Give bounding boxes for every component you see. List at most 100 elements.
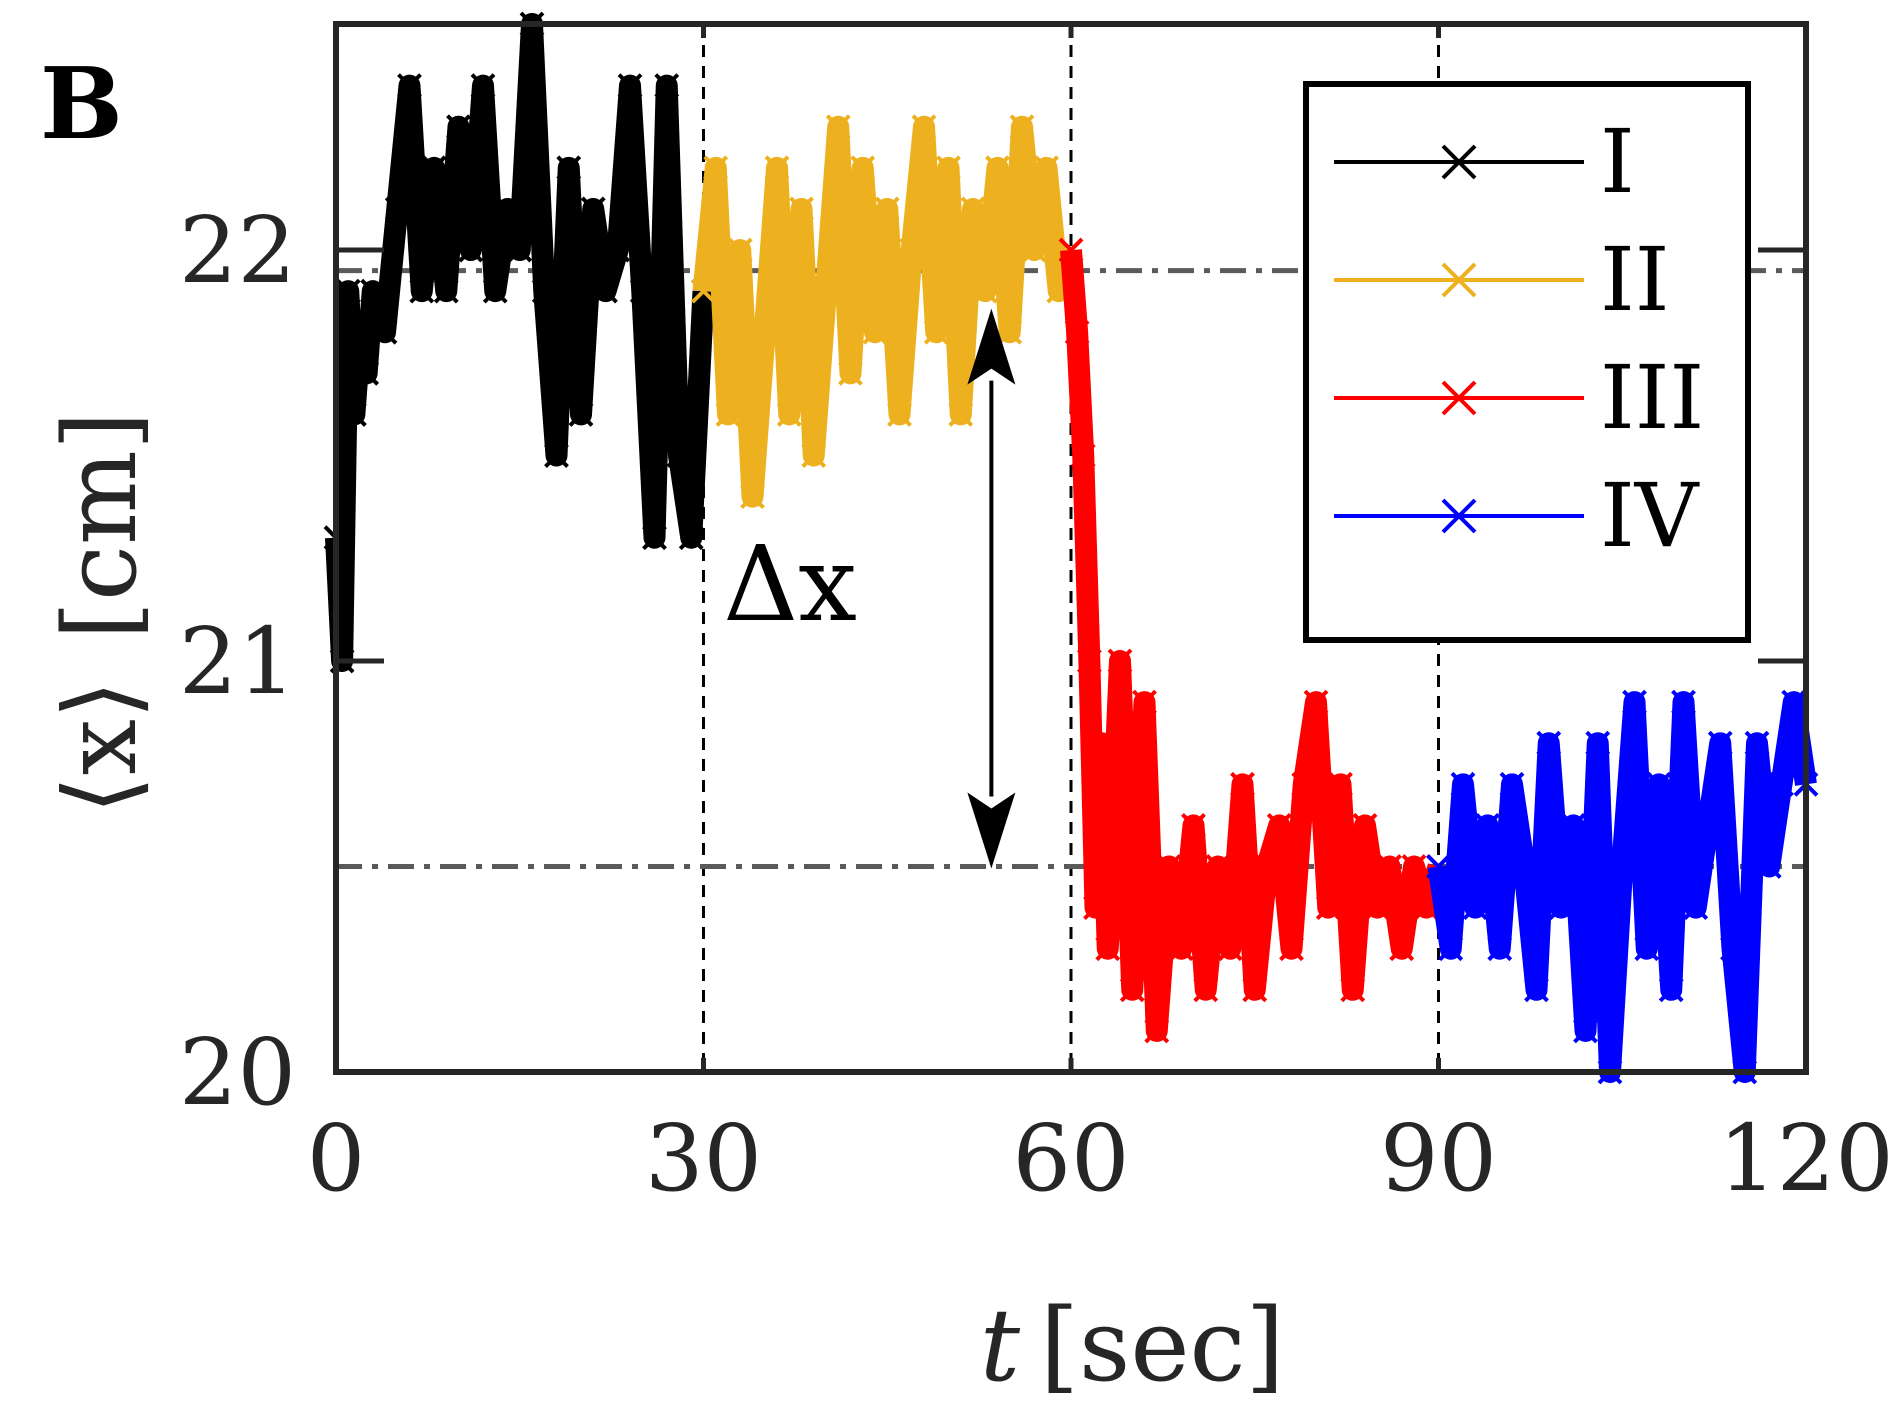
data-point-marker — [397, 73, 422, 99]
data-point-marker — [1291, 771, 1317, 797]
legend-marker — [1441, 144, 1477, 180]
x-axis-title-variable: t — [980, 1287, 1021, 1404]
data-point-marker — [1266, 812, 1292, 838]
data-point-marker — [1658, 977, 1684, 1003]
legend-item-i: I — [1334, 110, 1635, 213]
delta-x-arrowhead-up — [967, 308, 1016, 385]
data-point-marker — [838, 360, 863, 386]
data-point-marker — [580, 196, 606, 222]
delta-x-annotation: Δx — [723, 308, 1016, 869]
y-tick-labels: 20 21 22 — [179, 197, 296, 1126]
data-point-marker — [1634, 936, 1660, 962]
data-point-marker — [458, 237, 484, 263]
series-line — [334, 23, 706, 662]
y-tick-label: 21 — [179, 608, 296, 715]
legend-marker — [1441, 498, 1477, 534]
legend-item-ii: II — [1334, 228, 1670, 331]
data-point-marker — [825, 114, 851, 140]
data-point-marker — [1303, 689, 1329, 715]
data-point-marker — [1475, 812, 1500, 838]
data-point-marker — [1560, 812, 1586, 838]
data-point-marker — [507, 237, 533, 263]
legend-marker — [1441, 262, 1477, 298]
data-point-marker — [1328, 771, 1353, 797]
data-point-marker — [348, 319, 373, 345]
data-point-marker — [544, 443, 569, 468]
data-point-marker — [1340, 977, 1366, 1003]
data-point-marker — [899, 237, 925, 263]
data-point-marker — [1076, 648, 1102, 674]
x-tick-label: 0 — [307, 1105, 366, 1212]
data-point-marker — [1089, 730, 1115, 756]
data-point-marker — [495, 196, 520, 222]
data-point-marker — [1193, 977, 1219, 1003]
data-point-marker — [1720, 936, 1745, 962]
data-point-marker — [1744, 730, 1770, 756]
data-point-marker — [1217, 936, 1243, 962]
data-point-marker — [850, 155, 876, 181]
data-point-marker — [1181, 812, 1206, 838]
data-point-marker — [1279, 936, 1304, 962]
x-axis-title-unit: [sec] — [1040, 1287, 1285, 1404]
data-point-marker — [1389, 936, 1415, 962]
data-point-marker — [654, 73, 680, 99]
series-iii — [1058, 237, 1451, 1044]
data-point-marker — [1450, 771, 1476, 797]
data-point-marker — [1524, 977, 1549, 1003]
data-point-marker — [936, 155, 961, 181]
data-point-marker — [531, 278, 557, 304]
data-point-marker — [1707, 730, 1733, 756]
data-point-marker — [1034, 155, 1059, 181]
data-point-marker — [752, 319, 778, 345]
series-layer — [323, 11, 1819, 1085]
data-point-marker — [1168, 936, 1194, 962]
y-tick-label: 22 — [179, 197, 296, 304]
data-point-marker — [1438, 936, 1464, 962]
data-point-marker — [1585, 730, 1611, 756]
data-point-marker — [1058, 237, 1084, 263]
data-point-marker — [764, 155, 790, 181]
delta-x-label: Δx — [723, 523, 857, 645]
data-point-marker — [1462, 895, 1488, 921]
data-point-marker — [1487, 936, 1513, 962]
data-point-marker — [384, 196, 410, 222]
data-point-marker — [801, 443, 827, 468]
data-point-marker — [470, 73, 496, 99]
data-point-marker — [1144, 1018, 1170, 1044]
legend-box — [1303, 81, 1751, 643]
data-point-marker — [715, 402, 741, 427]
data-point-marker — [1646, 771, 1672, 797]
data-point-marker — [1070, 443, 1096, 468]
x-tick-label: 120 — [1718, 1105, 1890, 1212]
data-point-marker — [341, 402, 367, 427]
data-point-marker — [1230, 771, 1255, 797]
x-tick-label: 30 — [645, 1105, 762, 1212]
data-point-marker — [1671, 689, 1696, 715]
axis-ticks — [333, 24, 1809, 1075]
data-point-marker — [1107, 648, 1133, 674]
data-point-marker — [1426, 854, 1451, 879]
data-point-marker — [335, 278, 361, 304]
data-point-marker — [1695, 812, 1721, 838]
data-point-marker — [887, 402, 912, 427]
data-point-marker — [1156, 854, 1182, 879]
data-point-marker — [1781, 689, 1807, 715]
data-point-marker — [703, 155, 729, 181]
delta-x-arrowhead-down — [967, 792, 1016, 869]
data-point-marker — [1377, 854, 1402, 879]
data-point-marker — [1511, 854, 1537, 879]
data-point-marker — [1683, 895, 1709, 921]
data-point-marker — [1021, 237, 1047, 263]
data-point-marker — [678, 525, 704, 551]
y-axis-title-variable: ⟨x⟩ — [42, 680, 159, 814]
x-tick-label: 90 — [1380, 1105, 1497, 1212]
legend-marker — [1441, 380, 1477, 416]
x-tick-label: 60 — [1012, 1105, 1129, 1212]
data-point-marker — [372, 319, 398, 345]
data-point-marker — [593, 278, 618, 304]
data-point-marker — [1352, 812, 1378, 838]
data-point-marker — [1132, 689, 1157, 715]
data-point-marker — [605, 237, 631, 263]
x-tick-labels: 0 30 60 90 120 — [307, 1105, 1890, 1212]
legend-label: IV — [1600, 464, 1700, 567]
